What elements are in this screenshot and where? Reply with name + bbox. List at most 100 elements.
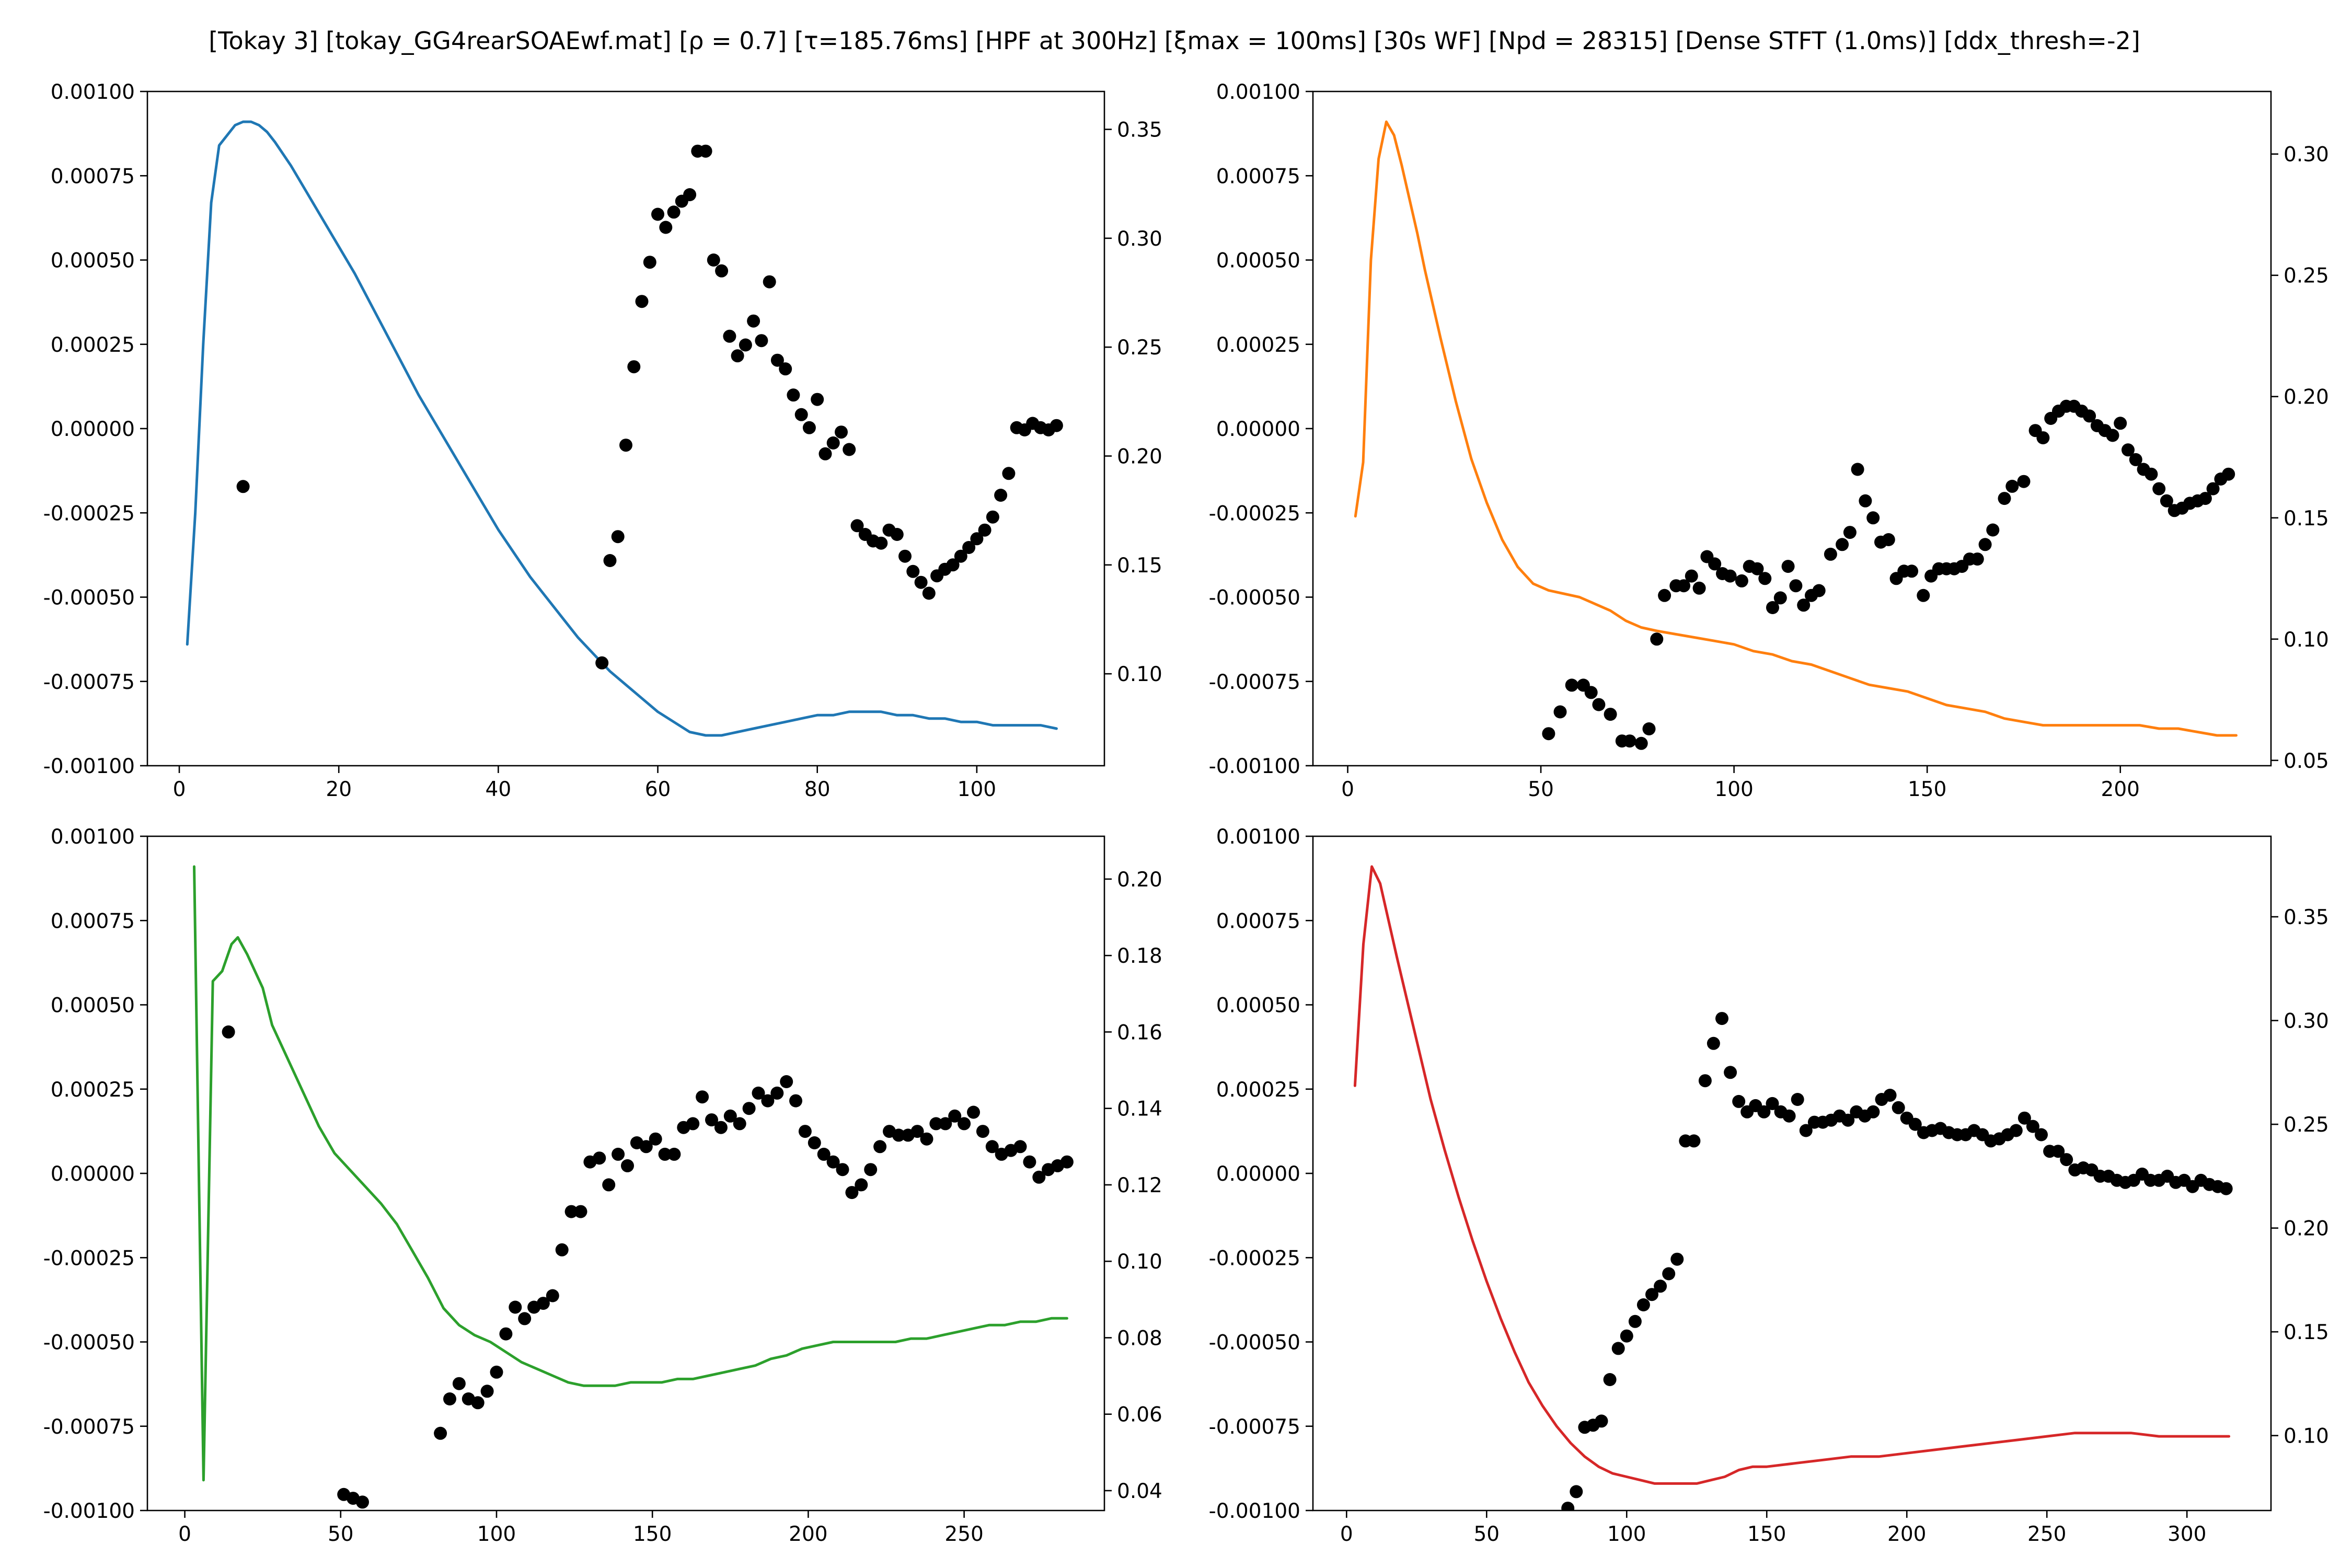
data-point [1642,722,1656,735]
data-point [2051,1145,2065,1158]
data-point [2009,1124,2023,1137]
x-tick-label: 60 [645,778,671,801]
data-point [452,1377,466,1390]
x-tick-label: 50 [1528,778,1554,801]
y-right-tick-label: 0.20 [1117,445,1162,469]
y-left-tick-label: 0.00100 [1216,80,1300,104]
y-left-tick-label: 0.00050 [51,249,135,273]
data-point [222,1025,235,1039]
data-point [612,1147,625,1161]
y-right-tick-label: 0.15 [2284,507,2329,531]
y-left-tick-label: -0.00075 [1209,1415,1300,1439]
data-point [761,1094,775,1108]
data-point [1750,562,1764,575]
data-point [2122,443,2135,457]
x-tick-label: 20 [326,778,352,801]
data-point [2114,417,2127,430]
data-point [1766,1097,1779,1110]
x-tick-label: 250 [944,1523,983,1546]
data-point [2083,409,2096,423]
data-point [914,575,928,589]
y-right-tick-label: 0.30 [2284,143,2329,167]
data-point [443,1392,456,1405]
data-point [1986,523,2000,537]
data-point [1604,708,1617,721]
y-left-tick-label: -0.00075 [43,1415,135,1439]
scatter-points [222,1025,1074,1509]
x-tick-label: 200 [2101,778,2140,801]
data-point [723,329,736,343]
data-point [835,425,848,439]
data-point [1841,1113,1855,1127]
y-right-tick-label: 0.12 [1117,1174,1162,1197]
data-point [817,1147,831,1161]
y-left-tick-label: 0.00100 [51,80,135,104]
data-point [564,1205,578,1218]
data-point [593,1151,606,1165]
data-point [826,1155,840,1169]
x-tick-label: 0 [178,1523,191,1546]
data-point [1883,1089,1897,1102]
data-point [2035,1128,2048,1142]
data-point [873,1140,887,1154]
data-point [1723,569,1737,583]
data-point [555,1243,569,1256]
data-point [699,144,712,158]
y-left-tick-label: 0.00075 [51,909,135,933]
data-point [536,1297,550,1310]
y-left-tick-label: 0.00100 [1216,825,1300,849]
data-point [1866,1105,1880,1119]
data-point [994,489,1008,502]
data-point [780,1075,793,1088]
data-point [2017,475,2031,488]
data-point [1002,467,1016,480]
x-tick-label: 200 [1887,1523,1926,1546]
x-tick-label: 100 [1607,1523,1646,1546]
y-right-tick-label: 0.05 [2284,750,2329,773]
data-point [779,362,792,376]
data-point [1917,589,1930,602]
x-tick-label: 0 [173,778,186,801]
y-left-tick-label: 0.00025 [51,333,135,357]
data-point [1998,492,2011,505]
data-point [826,436,840,449]
data-point [621,1159,634,1172]
y-left-tick-label: 0.00000 [1216,1162,1300,1186]
data-point [1843,526,1857,539]
data-point [747,314,760,328]
x-tick-label: 100 [958,778,996,801]
series-line [186,120,1058,737]
subplot-bottom-right: 0 50 100 150 200 250 300 -0.00100 -0.00075 -0.000… [1209,825,2329,1546]
data-point [659,221,673,234]
subplot-bottom-left: 0 50 100 150 200 250 -0.00100 -0.00075 -0.00050 -… [43,825,1162,1546]
data-point [471,1396,485,1410]
y-left-tick-label: 0.00000 [1216,418,1300,441]
y-left-tick-label: 0.00075 [1216,165,1300,188]
data-point [2160,494,2173,508]
data-point [2152,482,2166,495]
data-point [787,388,800,402]
data-point [686,1117,700,1131]
y-right-tick-label: 0.10 [2284,628,2329,652]
data-point [954,549,967,563]
data-point [1570,1485,1583,1498]
data-point [2219,1182,2233,1195]
data-point [1905,564,1919,578]
data-point [696,1090,709,1104]
data-point [1732,1094,1746,1108]
y-left-tick-label: -0.00075 [43,671,135,694]
data-point [798,1125,812,1138]
y-left-tick-label: 0.00050 [1216,994,1300,1018]
data-point [922,586,936,600]
data-point [910,1125,924,1138]
data-point [985,1140,999,1154]
data-point [789,1094,802,1108]
y-left-tick-label: 0.00000 [51,1162,135,1186]
data-point [1797,598,1811,612]
subplot-top-left: 0 20 40 60 80 100 -0.00100 -0.00075 -0.00050 -0.0… [43,80,1162,801]
data-point [864,1163,878,1177]
data-point [1882,533,1895,546]
y-left-tick-label: 0.00100 [51,825,135,849]
data-point [1634,736,1648,750]
x-tick-label: 50 [328,1523,354,1546]
